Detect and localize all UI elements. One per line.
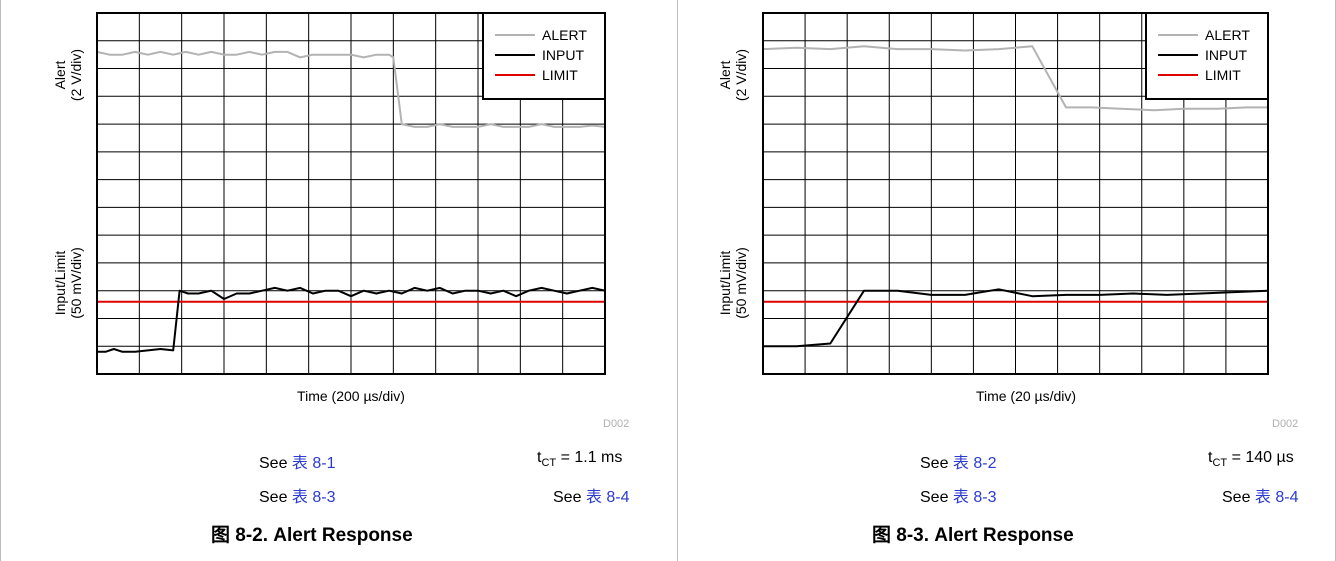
legend-label-limit: LIMIT — [542, 67, 578, 83]
legend-label-input: INPUT — [1205, 47, 1247, 63]
tct-value: tCT = 1.1 ms — [537, 449, 623, 470]
figure-code: D002 — [1272, 418, 1299, 430]
y-axis-label-input: Input/Limit (50 mV/div) — [717, 247, 749, 319]
series-line-input — [97, 286, 606, 353]
see-reference-b[interactable]: See 表 8-3 — [259, 489, 336, 506]
y-axis-label-alert: Alert (2 V/div) — [717, 48, 749, 102]
figure-panel-left: ALERT INPUT LIMIT Alert (2 V/div) Input/Lim… — [0, 0, 678, 561]
see-reference-b[interactable]: See 表 8-3 — [920, 489, 997, 506]
figure-panel-right: ALERT INPUT LIMIT Alert (2 V/div) Input/Lim… — [678, 0, 1336, 561]
series-line-input — [763, 288, 1269, 348]
see-reference-c[interactable]: See 表 8-4 — [1222, 489, 1299, 506]
legend-label-alert: ALERT — [542, 27, 587, 43]
legend: ALERT INPUT LIMIT — [482, 12, 606, 100]
chart-alert-response-2: ALERT INPUT LIMIT — [762, 12, 1269, 375]
legend: ALERT INPUT LIMIT — [1145, 12, 1269, 100]
table-link: 表 8-3 — [952, 489, 997, 506]
series-line-alert — [96, 50, 606, 128]
figure-caption: 图 8-2. Alert Response — [211, 525, 413, 546]
figure-code: D002 — [603, 418, 630, 430]
figure-caption: 图 8-3. Alert Response — [872, 525, 1074, 546]
legend-label-alert: ALERT — [1205, 27, 1250, 43]
table-link: 表 8-3 — [291, 489, 336, 506]
series-line-alert — [762, 45, 1268, 112]
table-link: 表 8-4 — [1254, 489, 1299, 506]
see-reference-c[interactable]: See 表 8-4 — [553, 489, 630, 506]
y-axis-label-input: Input/Limit (50 mV/div) — [52, 247, 84, 319]
plot-frame — [96, 12, 606, 375]
legend-box — [482, 12, 606, 100]
table-link: 表 8-2 — [952, 455, 997, 472]
x-axis-label: Time (200 µs/div) — [297, 388, 405, 404]
legend-label-input: INPUT — [542, 47, 584, 63]
plot-frame — [762, 12, 1269, 375]
table-link: 表 8-1 — [291, 455, 336, 472]
see-reference-a[interactable]: See 表 8-1 — [259, 455, 336, 472]
legend-label-limit: LIMIT — [1205, 67, 1241, 83]
y-axis-label-alert: Alert (2 V/div) — [52, 48, 84, 102]
tct-value: tCT = 140 µs — [1208, 449, 1294, 470]
table-link: 表 8-4 — [585, 489, 630, 506]
x-axis-label: Time (20 µs/div) — [975, 388, 1077, 404]
see-reference-a[interactable]: See 表 8-2 — [920, 455, 997, 472]
chart-alert-response-1: ALERT INPUT LIMIT — [96, 12, 606, 375]
